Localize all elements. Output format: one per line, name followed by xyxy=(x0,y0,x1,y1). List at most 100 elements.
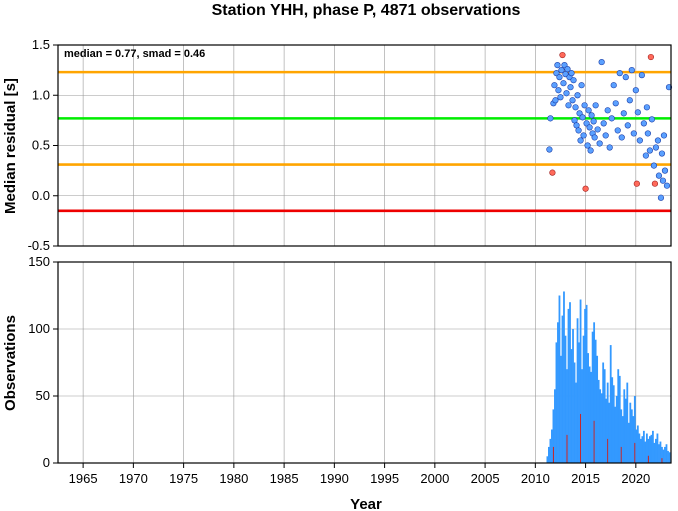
chart-title: Station YHH, phase P, 4871 observations xyxy=(212,2,521,19)
observation-bar xyxy=(594,339,597,463)
observation-bar-accent xyxy=(607,438,609,463)
observation-bar xyxy=(639,438,642,463)
observation-bar xyxy=(627,422,630,463)
observation-bar xyxy=(546,456,549,463)
observation-bar xyxy=(662,449,665,463)
observation-bar xyxy=(659,441,662,463)
year-x-axis-label: Year xyxy=(350,496,382,511)
residual-y-tick-label: 0.5 xyxy=(32,138,50,153)
observation-bar xyxy=(648,436,651,463)
observations-bars xyxy=(546,291,671,463)
observation-bar xyxy=(636,425,639,463)
residual-y-tick-label: 1.0 xyxy=(32,87,50,102)
observation-bar-accent xyxy=(593,420,595,463)
residual-panel: 1.5 1.0 0.5 0.0 -0.5 median = 0.77, smad = 0… xyxy=(2,37,673,253)
residual-point xyxy=(620,110,627,117)
observation-bar-accent xyxy=(580,413,582,463)
observation-bar-accent xyxy=(634,442,636,463)
residual-point xyxy=(659,177,667,184)
observation-bar xyxy=(609,345,612,463)
x-tick-label: 1980 xyxy=(219,471,248,486)
residual-point xyxy=(554,61,561,69)
residual-point xyxy=(581,102,588,109)
observation-bar xyxy=(579,299,582,463)
residual-point xyxy=(598,58,605,66)
residual-point xyxy=(565,102,572,109)
residual-point xyxy=(588,112,595,119)
residual-point xyxy=(663,182,671,189)
residual-point xyxy=(570,77,577,84)
observations-y-tick-label: 50 xyxy=(36,388,50,403)
observation-bar xyxy=(569,302,571,463)
residual-point xyxy=(638,72,645,79)
x-tick-label: 2020 xyxy=(621,471,650,486)
x-tick-label: 1995 xyxy=(370,471,399,486)
residual-point xyxy=(604,107,611,114)
observation-bar xyxy=(624,398,627,463)
observation-bar xyxy=(567,308,570,463)
residual-point xyxy=(646,147,653,154)
residual-point xyxy=(594,126,601,133)
observation-bar xyxy=(576,318,579,463)
x-tick-label: 1965 xyxy=(69,471,98,486)
observation-bar xyxy=(623,389,626,463)
observation-bar xyxy=(632,416,635,463)
outlier-point xyxy=(651,180,659,187)
observation-bar xyxy=(641,436,644,463)
residual-point xyxy=(650,162,658,169)
x-tick-label: 1985 xyxy=(270,471,299,486)
observation-bar xyxy=(661,446,663,463)
residual-point xyxy=(551,82,558,89)
observation-bar xyxy=(633,396,636,463)
residual-point xyxy=(557,94,564,101)
residual-point xyxy=(652,144,660,151)
residual-point xyxy=(634,109,641,116)
residual-point xyxy=(661,167,669,174)
residual-point xyxy=(628,67,635,74)
observation-bar xyxy=(570,349,573,463)
residual-point xyxy=(577,137,584,144)
residual-point xyxy=(574,92,581,99)
observation-bar xyxy=(618,375,621,463)
observation-bar xyxy=(642,430,645,463)
residual-point xyxy=(568,70,575,77)
observation-bar xyxy=(551,429,553,463)
residual-point xyxy=(643,104,650,111)
observation-bar xyxy=(578,342,580,463)
residual-point xyxy=(608,115,615,122)
observation-bar xyxy=(593,322,596,463)
residual-point xyxy=(600,120,607,127)
residual-point xyxy=(586,124,593,131)
observation-bar xyxy=(655,438,657,463)
observation-bar xyxy=(615,396,618,463)
observation-bar xyxy=(658,444,660,463)
residual-point xyxy=(644,130,651,137)
observations-y-tick-label: 100 xyxy=(28,321,50,336)
observation-bar xyxy=(665,444,668,463)
observation-bar xyxy=(590,371,593,463)
observation-bar xyxy=(638,433,641,463)
observation-bar xyxy=(653,442,656,463)
observation-bar xyxy=(557,322,559,463)
observation-bar xyxy=(606,382,609,463)
x-tick-label: 2005 xyxy=(471,471,500,486)
observations-panel: 150 100 50 0 1965 1970 1975 1980 1985 1990 1995 20… xyxy=(2,254,672,511)
residual-y-tick-label: 1.5 xyxy=(32,37,50,52)
observations-y-tick-label: 0 xyxy=(43,455,50,470)
residual-point xyxy=(642,152,649,159)
observation-bar xyxy=(599,389,602,463)
residual-point xyxy=(552,97,559,104)
outlier-point xyxy=(549,169,556,176)
x-tick-label: 1970 xyxy=(119,471,148,486)
residual-point xyxy=(592,102,599,109)
stats-annotation: median = 0.77, smad = 0.46 xyxy=(64,48,205,60)
observation-bar xyxy=(652,430,654,463)
observation-bar xyxy=(603,369,606,463)
observation-bar xyxy=(600,393,603,463)
observation-bar xyxy=(656,433,659,463)
residual-y-tick-label: -0.5 xyxy=(28,238,50,253)
observation-bar xyxy=(584,308,586,463)
outlier-point xyxy=(582,185,589,192)
residual-point xyxy=(591,134,598,141)
